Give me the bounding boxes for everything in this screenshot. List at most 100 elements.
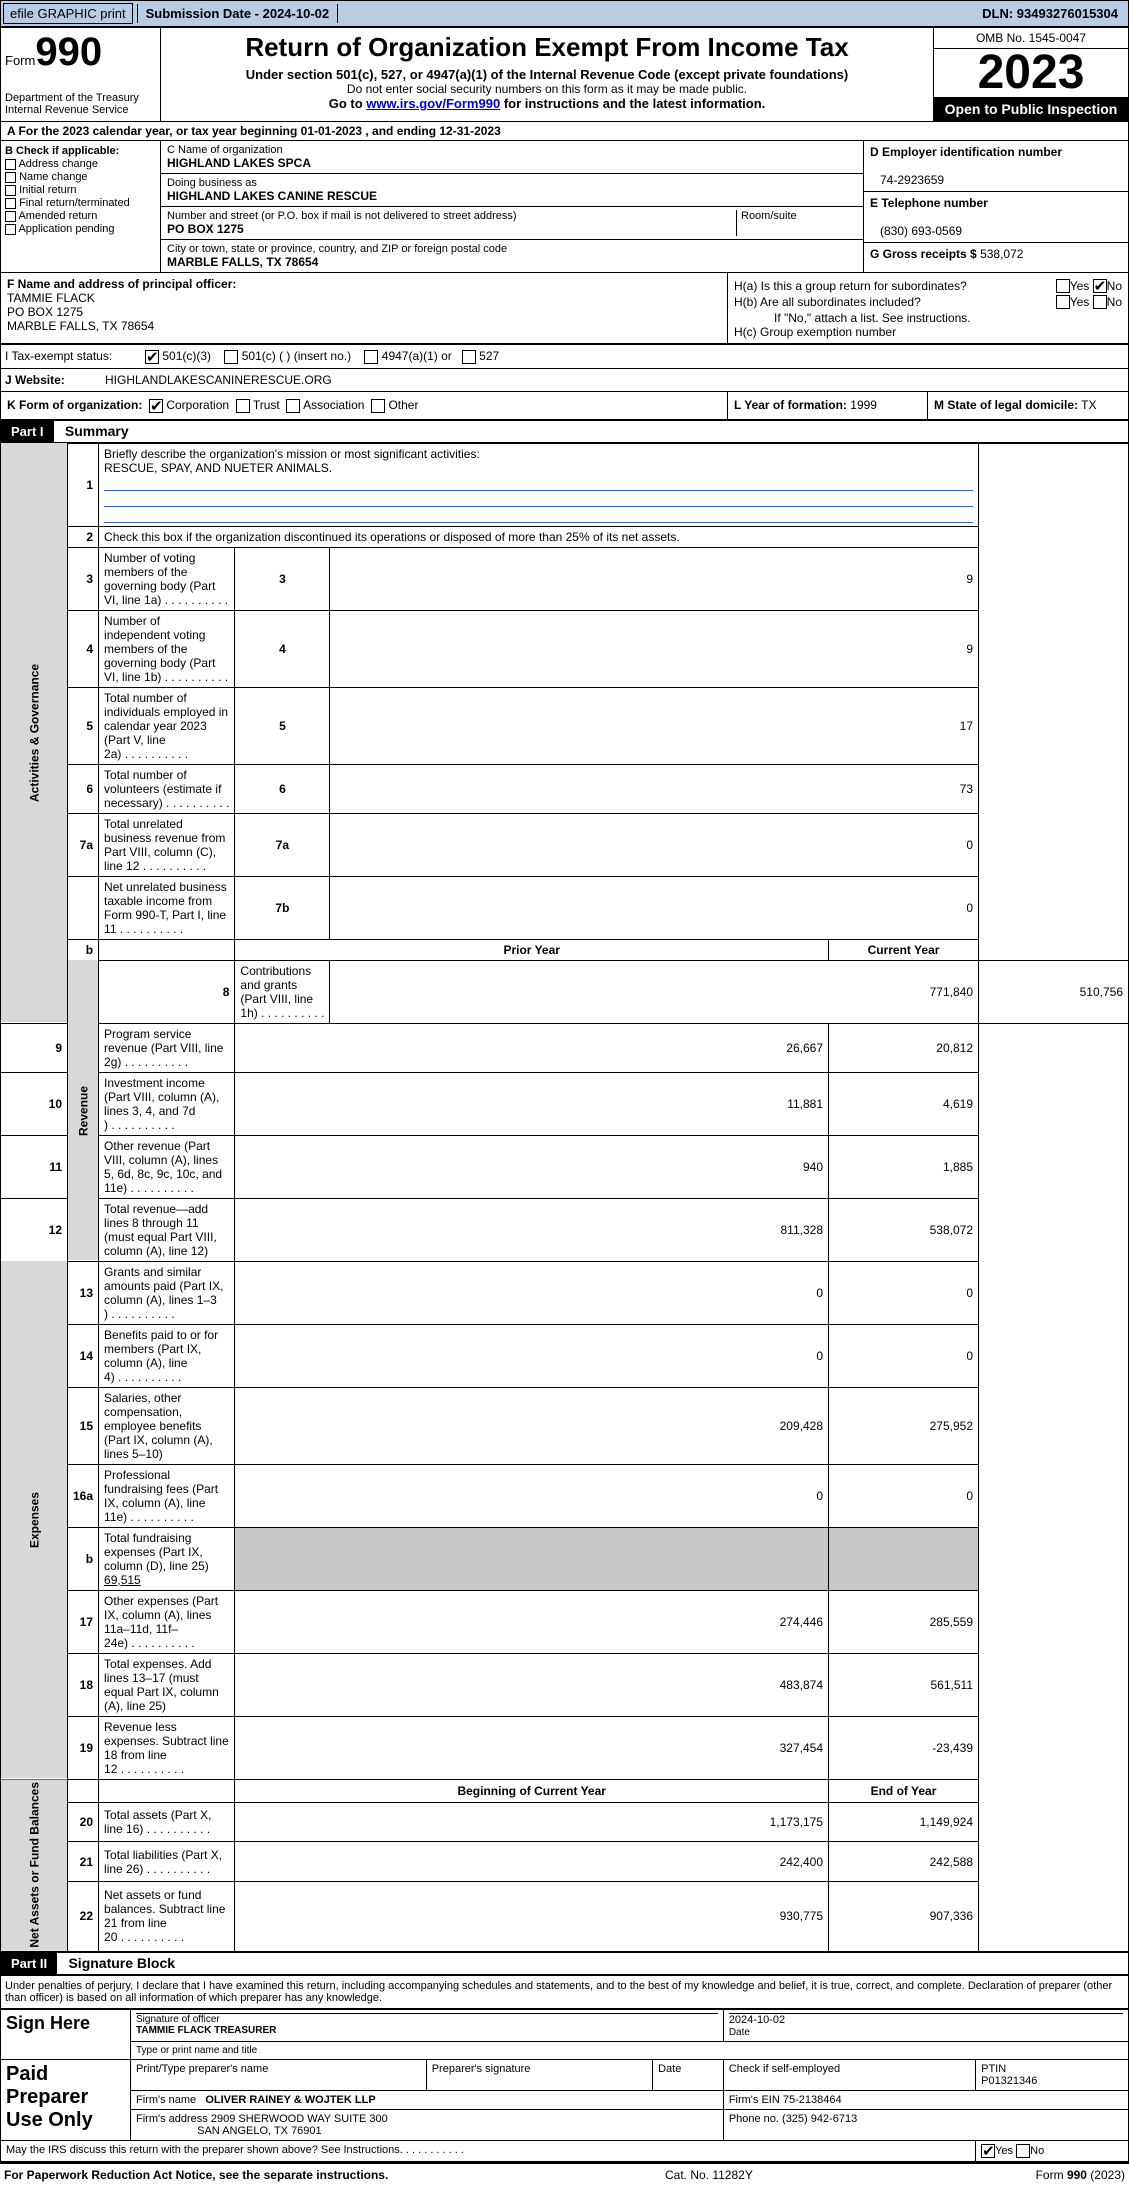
p19: 327,454 (235, 1716, 829, 1779)
chk-association[interactable] (286, 399, 300, 413)
chk-trust[interactable] (236, 399, 250, 413)
side-revenue: Revenue (68, 960, 99, 1261)
part-i-title: Summary (57, 423, 129, 439)
row-a-tax-year: A For the 2023 calendar year, or tax yea… (0, 122, 1129, 141)
chk-501c[interactable] (224, 350, 238, 364)
val-6: 73 (330, 764, 979, 813)
sig-officer-label: Signature of officer (136, 2014, 220, 2025)
firm-addr1: 2909 SHERWOOD WAY SUITE 300 (211, 2113, 388, 2125)
p13: 0 (235, 1261, 829, 1324)
chk-4947[interactable] (364, 350, 378, 364)
website-value: HIGHLANDLAKESCANINERESCUE.ORG (101, 369, 1128, 391)
ha-yes[interactable] (1056, 279, 1070, 293)
line-4: Number of independent voting members of … (99, 610, 235, 687)
efile-button[interactable]: efile GRAPHIC print (3, 3, 133, 24)
c12: 538,072 (829, 1198, 979, 1261)
header-left: Form990 Department of the Treasury Inter… (1, 28, 161, 121)
line-2: Check this box if the organization disco… (99, 526, 979, 547)
line-10: Investment income (Part VIII, column (A)… (99, 1072, 235, 1135)
line-17: Other expenses (Part IX, column (A), lin… (99, 1590, 235, 1653)
chk-address-change[interactable]: Address change (5, 158, 156, 170)
firm-name: OLIVER RAINEY & WOJTEK LLP (205, 2094, 375, 2106)
side-activities: Activities & Governance (1, 443, 68, 1023)
phone-label: E Telephone number (870, 196, 988, 210)
chk-initial-return[interactable]: Initial return (5, 184, 156, 196)
prep-name-hdr: Print/Type preparer's name (131, 2060, 427, 2091)
box-b-title: B Check if applicable: (5, 145, 119, 157)
box-deg: D Employer identification number 74-2923… (863, 141, 1128, 272)
val-7b: 0 (330, 876, 979, 939)
part-i-label: Part I (1, 421, 54, 442)
irs-link[interactable]: www.irs.gov/Form990 (366, 96, 500, 111)
line-16a: Professional fundraising fees (Part IX, … (99, 1464, 235, 1527)
subtitle-1: Under section 501(c), 527, or 4947(a)(1)… (165, 67, 929, 82)
chk-527[interactable] (462, 350, 476, 364)
form-number: 990 (35, 30, 102, 74)
addr-label: Number and street (or P.O. box if mail i… (167, 210, 517, 222)
prep-date-hdr: Date (653, 2060, 724, 2091)
line-20: Total assets (Part X, line 16) (99, 1803, 235, 1842)
line-14: Benefits paid to or for members (Part IX… (99, 1324, 235, 1387)
p10: 11,881 (235, 1072, 829, 1135)
p8: 771,840 (330, 960, 979, 1023)
type-name-label: Type or print name and title (131, 2042, 1129, 2060)
firm-phone: (325) 942-6713 (782, 2113, 857, 2125)
ein-label: D Employer identification number (870, 145, 1062, 159)
c11: 1,885 (829, 1135, 979, 1198)
discuss-yes[interactable] (981, 2144, 995, 2158)
line-5: Total number of individuals employed in … (99, 687, 235, 764)
row-klm: K Form of organization: Corporation Trus… (0, 392, 1129, 420)
c14: 0 (829, 1324, 979, 1387)
footer: For Paperwork Reduction Act Notice, see … (0, 2162, 1129, 2186)
top-bar: efile GRAPHIC print Submission Date - 20… (0, 0, 1129, 27)
box-f: F Name and address of principal officer:… (1, 273, 728, 343)
chk-application-pending[interactable]: Application pending (5, 223, 156, 235)
chk-501c3[interactable] (145, 350, 159, 364)
sign-here-label: Sign Here (1, 2010, 131, 2060)
val-3: 9 (330, 547, 979, 610)
state-domicile-label: M State of legal domicile: (934, 398, 1078, 412)
city-state-zip: MARBLE FALLS, TX 78654 (167, 255, 318, 269)
chk-amended-return[interactable]: Amended return (5, 210, 156, 222)
line-3: Number of voting members of the governin… (99, 547, 235, 610)
irs-label: Internal Revenue Service (5, 104, 156, 116)
chk-final-return[interactable]: Final return/terminated (5, 197, 156, 209)
chk-other[interactable] (371, 399, 385, 413)
end-year-hdr: End of Year (829, 1779, 979, 1803)
line-9: Program service revenue (Part VIII, line… (99, 1023, 235, 1072)
c21: 242,588 (829, 1842, 979, 1881)
paid-preparer-label: Paid Preparer Use Only (1, 2060, 131, 2141)
c15: 275,952 (829, 1387, 979, 1464)
box-h: H(a) Is this a group return for subordin… (728, 273, 1128, 343)
state-domicile: TX (1081, 398, 1096, 412)
subtitle-2: Do not enter social security numbers on … (165, 82, 929, 96)
website-label: J Website: (1, 369, 101, 391)
officer-addr2: MARBLE FALLS, TX 78654 (7, 319, 154, 333)
c17: 285,559 (829, 1590, 979, 1653)
gross-receipts-value: 538,072 (980, 247, 1023, 261)
begin-year-hdr: Beginning of Current Year (235, 1779, 829, 1803)
side-netassets: Net Assets or Fund Balances (1, 1779, 68, 1952)
p14: 0 (235, 1324, 829, 1387)
street-address: PO BOX 1275 (167, 222, 244, 236)
firm-addr2: SAN ANGELO, TX 76901 (197, 2125, 322, 2137)
ha-label: H(a) Is this a group return for subordin… (734, 279, 1056, 293)
p22: 930,775 (235, 1881, 829, 1952)
p16a: 0 (235, 1464, 829, 1527)
chk-corporation[interactable] (149, 399, 163, 413)
line-6: Total number of volunteers (estimate if … (99, 764, 235, 813)
ha-no[interactable] (1093, 279, 1107, 293)
chk-name-change[interactable]: Name change (5, 171, 156, 183)
hb-note: If "No," attach a list. See instructions… (734, 311, 1122, 325)
submission-date: Submission Date - 2024-10-02 (137, 4, 339, 23)
line-21: Total liabilities (Part X, line 26) (99, 1842, 235, 1881)
discuss-no[interactable] (1016, 2144, 1030, 2158)
firm-addr-label: Firm's address (136, 2113, 208, 2125)
header-center: Return of Organization Exempt From Incom… (161, 28, 933, 121)
hb-yes[interactable] (1056, 295, 1070, 309)
org-name: HIGHLAND LAKES SPCA (167, 156, 311, 170)
hb-no[interactable] (1093, 295, 1107, 309)
year-formation-label: L Year of formation: (734, 398, 847, 412)
c18: 561,511 (829, 1653, 979, 1716)
room-suite-label: Room/suite (737, 210, 857, 236)
